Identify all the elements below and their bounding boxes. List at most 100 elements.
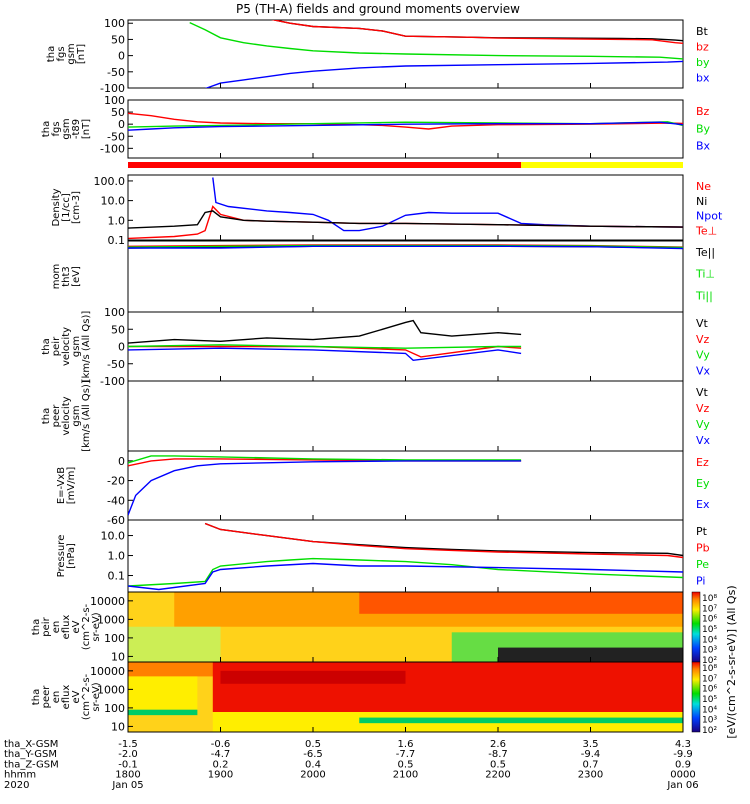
ephem-value: 4.3 — [675, 739, 691, 750]
spectrogram-band — [128, 709, 198, 716]
series-Vt — [128, 319, 522, 344]
y-axis-label-line: [nPa] — [66, 543, 77, 569]
ephem-row-label: tha_Y-GSM — [4, 749, 57, 760]
legend-entry: Ne — [696, 180, 711, 193]
legend-entry: By — [696, 122, 711, 135]
series-Vy — [128, 344, 522, 349]
y-tick-label: 0 — [118, 341, 125, 354]
colorbar-tick-label: 10⁷ — [702, 674, 717, 684]
y-tick-label: 1000 — [97, 613, 125, 626]
y-axis-label-line: [eV] — [71, 266, 82, 287]
y-axis-label-line: (cm^2-s- — [81, 673, 92, 720]
legend-entry: Pe — [696, 558, 709, 571]
y-axis-label-line: gsm — [71, 405, 82, 426]
ephem-value: 1.6 — [398, 739, 414, 750]
y-axis-label: E=-VxB [mV/m] — [56, 467, 77, 505]
y-tick-label: -50 — [107, 130, 125, 143]
ephem-value: Jan 06 — [666, 780, 698, 791]
y-axis-label-line: tha — [31, 689, 42, 705]
ephem-value: 0.5 — [398, 759, 414, 770]
panel-frame — [127, 519, 684, 593]
ephem-value: 0.5 — [490, 759, 506, 770]
ephem-value: -9.9 — [673, 749, 693, 760]
y-axis-label-line: peir — [51, 336, 62, 356]
y-tick-label: 1.0 — [108, 550, 126, 563]
legend-entry: bz — [696, 41, 709, 54]
ephem-value: 2100 — [393, 770, 418, 781]
ephem-row-label: tha_Z-GSM — [4, 759, 59, 770]
series-Pb — [204, 522, 683, 559]
y-tick-label: 50 — [111, 323, 125, 336]
figure-title: P5 (TH-A) fields and ground moments over… — [236, 2, 520, 16]
legend-entry: Vy — [696, 418, 710, 431]
ephem-value: -4.7 — [211, 749, 231, 760]
y-tick-label: 100 — [104, 17, 125, 30]
y-axis-label: tha peir velocity gsm [km/s (All Qs)] — [41, 311, 92, 383]
y-tick-label: 0.1 — [108, 570, 126, 583]
y-axis-label-line: mom — [51, 264, 62, 290]
ephem-value: -7.7 — [396, 749, 416, 760]
legend-entry: Ex — [696, 498, 710, 511]
y-axis-label-line: sr-eV) — [91, 612, 102, 641]
panel-peer-en: 10000 1000 100 10 tha peer en eflux eV (cm^2-s-sr… — [31, 661, 684, 733]
ephem-value: -0.6 — [211, 739, 231, 750]
ephem-value: -1.5 — [118, 739, 138, 750]
y-axis-label: mom tht3 [eV] — [51, 264, 82, 290]
spectrogram-band — [128, 626, 221, 662]
y-axis-label-line: Density — [51, 188, 62, 226]
ephem-value: 3.5 — [583, 739, 599, 750]
ephem-value: 2.6 — [490, 739, 506, 750]
ephem-value: 0.2 — [213, 759, 229, 770]
y-axis-label-line: [nT] — [76, 44, 87, 64]
panel-mom-temp: mom tht3 [eV] Te|| Ti⊥ Ti|| — [51, 240, 715, 313]
mode-bar — [128, 162, 683, 168]
legend-entry: Bt — [696, 25, 709, 38]
y-axis-label-line: en — [51, 691, 62, 704]
legend-entry: bx — [696, 72, 710, 85]
panel-frame — [127, 174, 684, 241]
ephem-row-label: hhmm — [4, 770, 36, 781]
series-by — [189, 21, 683, 60]
colorbar-tick-label: 10³ — [702, 716, 717, 726]
legend-entry: Vt — [696, 317, 709, 330]
y-axis-label-line: E=-VxB — [56, 467, 67, 504]
legend-entry: Pi — [696, 575, 705, 588]
panel-peir-velocity: 100 50 0 -50 -100 tha peir velocity gsm [km/s (Al… — [41, 306, 711, 388]
y-axis-label-line: (cm^2-s- — [81, 603, 92, 650]
y-axis-label-line: [km/s (All Qs)] — [81, 380, 92, 452]
y-axis-label-line: gsm — [61, 118, 72, 139]
y-tick-label: 50 — [111, 33, 125, 46]
y-axis-label-line: tha — [41, 121, 52, 137]
colorbar-tick-label: 10⁶ — [702, 685, 717, 695]
ephem-value: 0.5 — [305, 739, 321, 750]
colorbar-label-text: [eV/(cm^2-s-sr-eV)] (All Qs) — [725, 585, 738, 738]
y-tick-label: 10.0 — [101, 195, 126, 208]
ephem-value: 0.9 — [675, 759, 691, 770]
y-axis-label-line: peer — [51, 404, 62, 428]
y-axis-label-line: sr-eV) — [91, 682, 102, 711]
y-axis-label-line: [nT] — [81, 119, 92, 139]
colorbar-tick-label: 10⁵ — [702, 695, 717, 705]
panel-frame — [127, 99, 684, 159]
spectrogram-band — [359, 717, 683, 724]
colorbar-tick-label: 10⁴ — [702, 705, 717, 715]
ephem-value: 0.4 — [305, 759, 321, 770]
series-Ni — [128, 210, 683, 229]
ephem-row-label: tha_X-GSM — [4, 739, 58, 750]
legend-entry: Vx — [696, 364, 711, 377]
spectrogram-band — [220, 670, 406, 684]
spectrogram-band — [359, 592, 683, 614]
legend-entry: Pt — [696, 525, 708, 538]
y-tick-label: 1.0 — [108, 214, 126, 227]
y-axis-label-line: tht3 — [61, 266, 72, 287]
ephem-value: 1800 — [115, 770, 140, 781]
y-axis-label-line: gsm — [66, 43, 77, 64]
panel-peer-velocity: tha peer velocity gsm [km/s (All Qs)] Vt Vz Vy V… — [41, 380, 711, 452]
ephem-value: 0000 — [670, 770, 695, 781]
y-axis-label-line: eflux — [61, 685, 72, 710]
series-Tb — [128, 245, 683, 250]
mode-bar-segment — [128, 162, 522, 168]
